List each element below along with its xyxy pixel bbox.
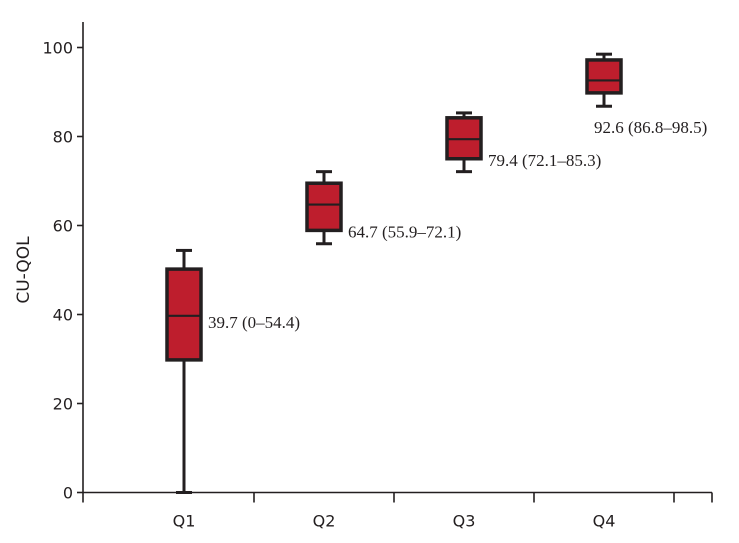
iqr-box [305, 181, 343, 233]
x-ticks: Q1 Q2 Q3 Q4 [82, 492, 713, 531]
box-q2: 64.7 (55.9–72.1) [305, 170, 461, 246]
y-tick-label: 0 [63, 484, 73, 503]
y-tick-label: 20 [53, 395, 73, 414]
y-tick-label: 40 [53, 306, 73, 325]
x-tick-label-q4: Q4 [593, 512, 616, 531]
x-tick-label-q1: Q1 [173, 512, 196, 531]
y-ticks: 0 20 40 60 80 100 [42, 39, 83, 503]
box-q1: 39.7 (0–54.4) [165, 248, 300, 494]
data-label-q1: 39.7 (0–54.4) [208, 313, 300, 332]
data-label-q4: 92.6 (86.8–98.5) [594, 118, 707, 137]
box-q4: 92.6 (86.8–98.5) [585, 52, 707, 137]
data-label-q3: 79.4 (72.1–85.3) [488, 151, 601, 170]
y-tick-label: 100 [42, 39, 73, 58]
data-label-q2: 64.7 (55.9–72.1) [348, 222, 461, 241]
boxes: 39.7 (0–54.4) 64.7 (55.9–72.1) 79.4 (72.1–… [165, 52, 707, 494]
iqr-box [165, 267, 203, 362]
iqr-box [585, 58, 623, 95]
x-tick-label-q2: Q2 [313, 512, 336, 531]
y-tick-label: 60 [53, 217, 73, 236]
y-axis-label: CU-QOL [14, 236, 34, 304]
x-tick-label-q3: Q3 [453, 512, 476, 531]
box-q3: 79.4 (72.1–85.3) [445, 111, 601, 174]
y-tick-label: 80 [53, 128, 73, 147]
